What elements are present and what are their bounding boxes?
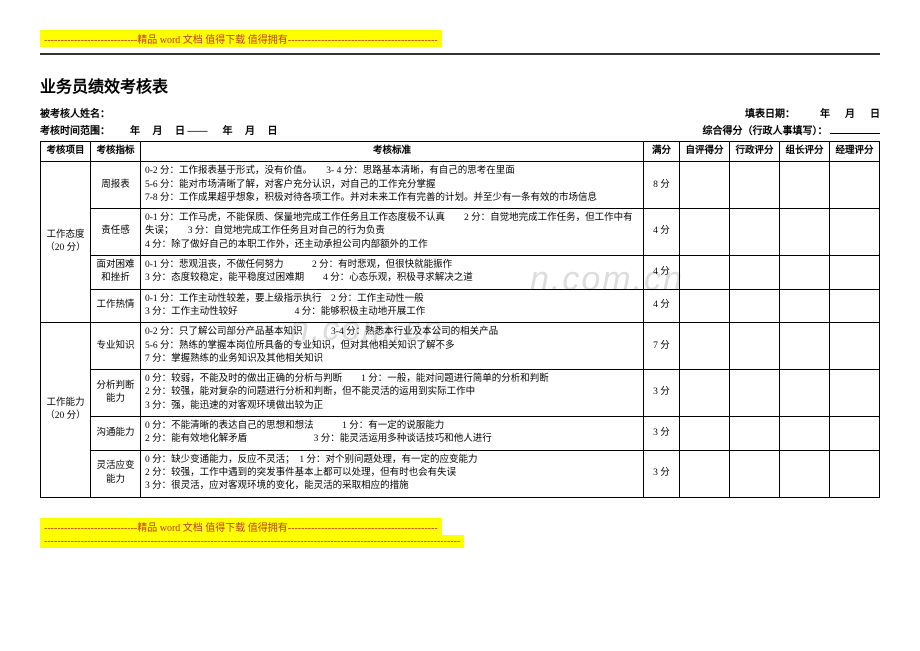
- cell-fullscore: 4 分: [644, 209, 680, 256]
- cell-eval: [680, 162, 730, 209]
- cell-eval: [680, 289, 730, 323]
- cell-eval: [680, 323, 730, 370]
- cell-indicator: 面对困难和挫折: [91, 256, 141, 290]
- cell-fullscore: 7 分: [644, 323, 680, 370]
- cell-indicator: 灵活应变能力: [91, 450, 141, 497]
- fill-date-label: 填表日期：: [745, 109, 795, 120]
- cell-standard: 0 分：较弱，不能及时的做出正确的分析与判断 1 分：一般，能对问题进行简单的分…: [141, 370, 644, 417]
- cell-fullscore: 8 分: [644, 162, 680, 209]
- cell-eval: [780, 256, 830, 290]
- table-row: 工作能力（20 分）专业知识0-2 分：只了解公司部分产品基本知识 3-4 分：…: [41, 323, 880, 370]
- range-label: 考核时间范围：: [40, 126, 110, 137]
- total-score-label: 综合得分（行政人事填写）：: [703, 126, 828, 137]
- cell-eval: [730, 256, 780, 290]
- cell-indicator: 分析判断能力: [91, 370, 141, 417]
- cell-indicator: 周报表: [91, 162, 141, 209]
- name-label: 被考核人姓名：: [40, 109, 110, 120]
- range-sep: ——: [188, 126, 208, 137]
- cell-standard: 0-2 分：工作报表基于形式，没有价值。 3- 4 分：思路基本清晰，有自己的思…: [141, 162, 644, 209]
- page-title: 业务员绩效考核表: [40, 73, 880, 97]
- cell-eval: [830, 256, 880, 290]
- th-fullscore: 满分: [644, 142, 680, 162]
- cell-eval: [780, 323, 830, 370]
- cell-standard: 0-1 分：悲观沮丧，不做任何努力 2 分：有时悲观，但很快就能振作3 分：态度…: [141, 256, 644, 290]
- cell-eval: [730, 450, 780, 497]
- cell-fullscore: 3 分: [644, 417, 680, 451]
- meta-row-1: 被考核人姓名： 填表日期： 年 月 日: [40, 105, 880, 120]
- cell-eval: [830, 370, 880, 417]
- cell-fullscore: 4 分: [644, 289, 680, 323]
- cell-indicator: 专业知识: [91, 323, 141, 370]
- table-row: 责任感0-1 分：工作马虎，不能保质、保量地完成工作任务且工作态度极不认真 2 …: [41, 209, 880, 256]
- cell-eval: [830, 417, 880, 451]
- cell-eval: [830, 323, 880, 370]
- assessment-table: 考核项目 考核指标 考核标准 满分 自评得分 行政评分 组长评分 经理评分 工作…: [40, 141, 880, 498]
- table-row: 面对困难和挫折0-1 分：悲观沮丧，不做任何努力 2 分：有时悲观，但很快就能振…: [41, 256, 880, 290]
- cell-eval: [730, 323, 780, 370]
- cell-eval: [780, 209, 830, 256]
- cell-eval: [780, 162, 830, 209]
- cell-eval: [730, 417, 780, 451]
- top-banner: ----------------------------精品 word 文档 值…: [40, 30, 442, 47]
- th-self: 自评得分: [680, 142, 730, 162]
- th-admin: 行政评分: [730, 142, 780, 162]
- table-row: 分析判断能力0 分：较弱，不能及时的做出正确的分析与判断 1 分：一般，能对问题…: [41, 370, 880, 417]
- cell-indicator: 沟通能力: [91, 417, 141, 451]
- day-label: 日: [870, 109, 880, 120]
- cell-eval: [830, 450, 880, 497]
- table-row: 工作态度（20 分）周报表0-2 分：工作报表基于形式，没有价值。 3- 4 分…: [41, 162, 880, 209]
- total-score-blank: [830, 122, 880, 134]
- th-leader: 组长评分: [780, 142, 830, 162]
- hr-divider: [40, 53, 880, 55]
- cell-project: 工作态度（20 分）: [41, 162, 91, 323]
- cell-eval: [830, 162, 880, 209]
- cell-eval: [680, 417, 730, 451]
- cell-eval: [830, 289, 880, 323]
- cell-indicator: 工作热情: [91, 289, 141, 323]
- cell-eval: [830, 209, 880, 256]
- meta-row-2: 考核时间范围： 年 月 日 —— 年 月 日 综合得分（行政人事填写）：: [40, 122, 880, 137]
- cell-eval: [780, 417, 830, 451]
- cell-eval: [780, 450, 830, 497]
- table-row: 沟通能力0 分：不能清晰的表达自己的思想和想法 1 分：有一定的说服能力2 分：…: [41, 417, 880, 451]
- month-label: 月: [845, 109, 855, 120]
- cell-eval: [680, 209, 730, 256]
- cell-standard: 0-1 分：工作马虎，不能保质、保量地完成工作任务且工作态度极不认真 2 分：自…: [141, 209, 644, 256]
- table-row: 工作热情0-1 分：工作主动性较差，要上级指示执行 2 分：工作主动性一般3 分…: [41, 289, 880, 323]
- th-manager: 经理评分: [830, 142, 880, 162]
- cell-eval: [680, 256, 730, 290]
- cell-fullscore: 4 分: [644, 256, 680, 290]
- cell-eval: [730, 209, 780, 256]
- bottom-banner-1: ----------------------------精品 word 文档 值…: [40, 518, 442, 535]
- cell-fullscore: 3 分: [644, 450, 680, 497]
- cell-fullscore: 3 分: [644, 370, 680, 417]
- cell-eval: [680, 450, 730, 497]
- cell-standard: 0 分：不能清晰的表达自己的思想和想法 1 分：有一定的说服能力2 分：能有效地…: [141, 417, 644, 451]
- cell-standard: 0-1 分：工作主动性较差，要上级指示执行 2 分：工作主动性一般3 分：工作主…: [141, 289, 644, 323]
- cell-indicator: 责任感: [91, 209, 141, 256]
- cell-standard: 0-2 分：只了解公司部分产品基本知识 3-4 分：熟悉本行业及本公司的相关产品…: [141, 323, 644, 370]
- th-standard: 考核标准: [141, 142, 644, 162]
- cell-standard: 0 分：缺少变通能力，反应不灵活； 1 分：对个别问题处理，有一定的应变能力2 …: [141, 450, 644, 497]
- cell-eval: [780, 370, 830, 417]
- th-indicator: 考核指标: [91, 142, 141, 162]
- cell-eval: [730, 289, 780, 323]
- cell-project: 工作能力（20 分）: [41, 323, 91, 497]
- cell-eval: [730, 370, 780, 417]
- bottom-banner-2: ----------------------------------------…: [40, 535, 464, 548]
- cell-eval: [730, 162, 780, 209]
- cell-eval: [780, 289, 830, 323]
- th-project: 考核项目: [41, 142, 91, 162]
- year-label: 年: [820, 109, 830, 120]
- table-row: 灵活应变能力0 分：缺少变通能力，反应不灵活； 1 分：对个别问题处理，有一定的…: [41, 450, 880, 497]
- cell-eval: [680, 370, 730, 417]
